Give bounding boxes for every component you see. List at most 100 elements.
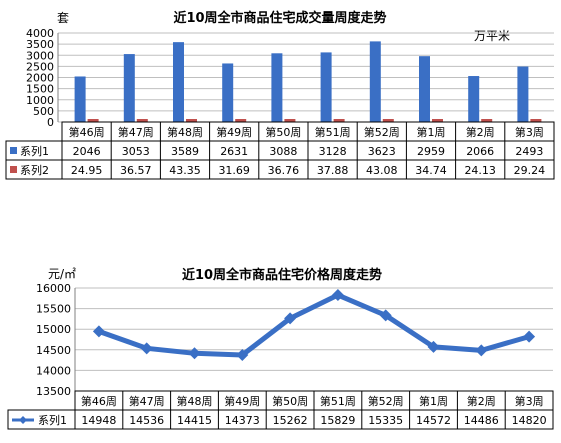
volume-x-tick-label: 第2周 bbox=[466, 125, 495, 139]
price-left-unit: 元/㎡ bbox=[48, 267, 76, 281]
volume-data-label: 2493 bbox=[515, 145, 543, 158]
price-point-marker bbox=[427, 340, 440, 353]
volume-bar-series2 bbox=[481, 119, 493, 122]
volume-x-tick-label: 第47周 bbox=[118, 125, 154, 139]
volume-x-tick-label: 第1周 bbox=[417, 125, 446, 139]
price-y-tick-label: 15000 bbox=[36, 323, 71, 336]
price-legend-marker bbox=[19, 416, 27, 424]
price-x-tick-label: 第3周 bbox=[515, 394, 544, 408]
price-data-label: 15829 bbox=[320, 414, 355, 427]
volume-left-unit: 套 bbox=[57, 11, 69, 25]
volume-bar-series1 bbox=[320, 52, 332, 122]
volume-data-label: 2046 bbox=[73, 145, 101, 158]
price-y-tick-label: 16000 bbox=[36, 282, 71, 295]
price-x-tick-label: 第46周 bbox=[81, 394, 117, 408]
price-data-label: 14536 bbox=[129, 414, 164, 427]
price-point-marker bbox=[379, 309, 392, 322]
volume-bar-series1 bbox=[369, 41, 381, 123]
volume-bar-series1 bbox=[517, 66, 529, 122]
volume-legend-swatch bbox=[10, 147, 17, 154]
volume-chart: 近10周全市商品住宅成交量周度走势 套 万平米 4000350030002500… bbox=[5, 10, 555, 180]
volume-data-label: 36.76 bbox=[268, 164, 300, 177]
volume-data-label: 24.13 bbox=[464, 164, 496, 177]
volume-data-label: 24.95 bbox=[71, 164, 103, 177]
price-point-marker bbox=[140, 342, 153, 355]
volume-bar-series1 bbox=[173, 42, 184, 123]
price-data-label: 15335 bbox=[368, 414, 403, 427]
volume-bars bbox=[74, 41, 542, 123]
volume-data-label: 3589 bbox=[171, 145, 199, 158]
volume-bar-series1 bbox=[468, 76, 480, 122]
price-chart: 近10周全市商品住宅价格周度走势 元/㎡ 16000 15500 15000 1450… bbox=[7, 267, 554, 430]
price-point-marker bbox=[331, 289, 344, 302]
volume-x-tick-label: 第48周 bbox=[167, 125, 203, 139]
volume-bar-series2 bbox=[530, 119, 542, 122]
volume-y-tick-label: 1500 bbox=[26, 83, 54, 96]
volume-data-label: 3088 bbox=[269, 145, 297, 158]
volume-data-label: 34.74 bbox=[415, 164, 447, 177]
volume-bar-series2 bbox=[382, 119, 394, 122]
price-point-marker bbox=[92, 325, 105, 338]
volume-right-unit: 万平米 bbox=[474, 29, 510, 43]
volume-data-table: 第46周 第47周 第48周 第49周 第50周 第51周 第52周 第1周 第2周 第3周系列1… bbox=[5, 121, 555, 180]
price-y-tick-label: 14000 bbox=[36, 364, 71, 377]
price-legend-label: 系列1 bbox=[38, 413, 67, 427]
price-point-marker bbox=[236, 349, 249, 362]
volume-x-tick-label: 第3周 bbox=[515, 125, 544, 139]
price-x-tick-label: 第1周 bbox=[419, 394, 448, 408]
volume-legend-label: 系列2 bbox=[20, 163, 49, 177]
price-y-tick-label: 15500 bbox=[36, 303, 71, 316]
volume-data-label: 29.24 bbox=[514, 164, 546, 177]
price-data-label: 14486 bbox=[464, 414, 499, 427]
price-x-tick-label: 第50周 bbox=[272, 394, 308, 408]
price-chart-title: 近10周全市商品住宅价格周度走势 bbox=[182, 267, 382, 283]
price-y-tick-label: 13500 bbox=[36, 385, 71, 398]
price-data-label: 15262 bbox=[273, 414, 308, 427]
volume-data-label: 3623 bbox=[368, 145, 396, 158]
volume-y-tick-label: 3500 bbox=[26, 38, 54, 51]
volume-chart-title: 近10周全市商品住宅成交量周度走势 bbox=[173, 10, 386, 26]
volume-bar-series2 bbox=[235, 119, 247, 122]
volume-y-tick-label: 500 bbox=[33, 105, 54, 118]
volume-bar-series2 bbox=[186, 119, 197, 122]
volume-bar-series1 bbox=[271, 53, 283, 122]
volume-legend-label: 系列1 bbox=[20, 144, 49, 158]
volume-data-label: 36.57 bbox=[120, 164, 152, 177]
price-point-marker bbox=[284, 312, 297, 325]
volume-x-tick-label: 第52周 bbox=[364, 125, 400, 139]
price-line bbox=[98, 292, 530, 358]
volume-y-tick-label: 2000 bbox=[26, 72, 54, 85]
volume-bar-series1 bbox=[419, 56, 430, 123]
price-x-tick-label: 第52周 bbox=[368, 394, 404, 408]
price-x-tick-label: 第48周 bbox=[177, 394, 213, 408]
volume-bar-series1 bbox=[123, 54, 135, 122]
price-y-tick-label: 14500 bbox=[36, 344, 71, 357]
price-data-table: 第46周 第47周 第48周 第49周 第50周 第51周 第52周 第1周 第2周 第3周系列1… bbox=[7, 390, 554, 430]
volume-data-label: 3128 bbox=[319, 145, 347, 158]
volume-bar-series2 bbox=[284, 119, 296, 122]
volume-data-label: 2631 bbox=[220, 145, 248, 158]
price-point-marker bbox=[188, 347, 201, 360]
price-line-series bbox=[92, 289, 536, 362]
volume-data-label: 43.35 bbox=[169, 164, 201, 177]
price-gridlines bbox=[74, 287, 553, 392]
volume-data-label: 37.88 bbox=[317, 164, 349, 177]
volume-legend-swatch bbox=[10, 166, 17, 173]
volume-y-tick-label: 2500 bbox=[26, 60, 54, 73]
volume-x-tick-label: 第50周 bbox=[265, 125, 301, 139]
volume-bar-series1 bbox=[222, 63, 234, 122]
volume-data-label: 31.69 bbox=[218, 164, 250, 177]
price-x-tick-label: 第51周 bbox=[320, 394, 356, 408]
volume-x-tick-label: 第46周 bbox=[69, 125, 105, 139]
volume-y-tick-label: 3000 bbox=[26, 49, 54, 62]
volume-bar-series2 bbox=[432, 119, 443, 122]
volume-bar-series2 bbox=[136, 119, 148, 122]
price-point-marker bbox=[475, 344, 488, 357]
price-data-label: 14820 bbox=[512, 414, 547, 427]
volume-x-tick-label: 第51周 bbox=[315, 125, 351, 139]
price-x-tick-label: 第2周 bbox=[467, 394, 496, 408]
volume-data-label: 2959 bbox=[417, 145, 445, 158]
price-y-axis: 16000 15500 15000 14500 14000 13500 bbox=[36, 282, 71, 398]
